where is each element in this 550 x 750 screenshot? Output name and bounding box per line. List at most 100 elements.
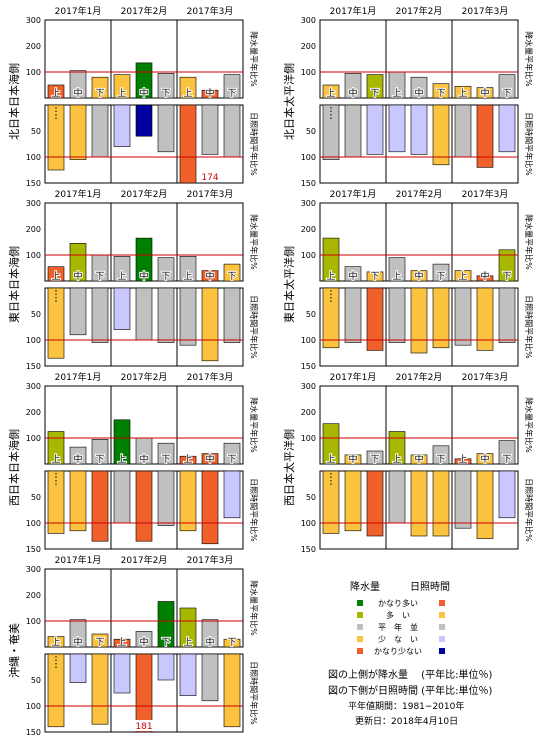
sun-bar <box>432 470 450 537</box>
sun-bar <box>91 287 109 343</box>
precip-bar <box>344 454 362 465</box>
period-label: 中 <box>73 87 82 99</box>
precip-tick-label: 200 <box>26 225 41 234</box>
sun-bar <box>69 653 87 683</box>
sun-bar <box>432 104 450 166</box>
precip-bar <box>322 237 340 282</box>
sun-bar <box>498 104 516 153</box>
period-label: 中 <box>348 453 357 465</box>
precip-bar <box>201 270 219 282</box>
sun-bar <box>113 653 131 694</box>
month-label: 2017年1月 <box>330 188 377 200</box>
precip-tick-label: 300 <box>26 16 41 25</box>
sun-bar <box>476 104 494 168</box>
period-label: 中 <box>139 87 148 99</box>
sun-tick-label: 50 <box>31 310 41 319</box>
month-label: 2017年3月 <box>462 188 509 200</box>
note-line-2: 図の下側が日照時間 (平年比:単位％) <box>328 684 492 697</box>
region-title: 北日本太平洋側 <box>282 63 296 140</box>
precip-tick-label: 100 <box>301 68 316 77</box>
legend-sun-swatch <box>439 624 445 630</box>
legend-precip-header: 降水量 <box>350 580 380 593</box>
precip-bar <box>179 607 197 648</box>
legend-precip-swatch <box>357 648 363 654</box>
month-label: 2017年3月 <box>187 554 234 566</box>
sun-bar <box>432 287 450 349</box>
panel-7: 2017年1月 2017年2月 2017年3月 100 200 300 50 100 150 上 中… <box>7 554 259 737</box>
sun-bar <box>498 470 516 519</box>
legend-precip-swatch <box>357 624 363 630</box>
sun-bar <box>179 287 197 346</box>
period-label: 上 <box>392 271 401 282</box>
sun-bar <box>344 104 362 158</box>
sun-bar <box>344 470 362 532</box>
period-label: 上 <box>183 271 192 282</box>
panel-5: 2017年1月 2017年2月 2017年3月 100 200 300 50 100 150 上 中… <box>7 371 259 554</box>
period-label: 上 <box>51 454 60 465</box>
region-title: 北日本日本海側 <box>7 63 21 140</box>
period-label: 中 <box>139 453 148 465</box>
sun-tick-label: 150 <box>26 362 41 371</box>
legend-row-label: かなり少ない <box>374 647 422 656</box>
legend-sun-swatch <box>439 648 445 654</box>
period-label: 中 <box>205 87 214 99</box>
month-label: 2017年3月 <box>187 5 234 17</box>
sun-bar <box>388 470 406 524</box>
precip-tick-label: 100 <box>26 617 41 626</box>
period-label: 下 <box>161 455 170 465</box>
region-title: 沖縄・奄美 <box>7 623 21 678</box>
panel-2: 2017年1月 2017年2月 2017年3月 100 200 300 50 100 150 上 中… <box>282 5 534 188</box>
sun-bar <box>388 104 406 153</box>
sun-axis-label: 日照時間平年比% <box>249 661 259 725</box>
precip-bar <box>69 70 87 99</box>
sun-axis-label: 日照時間平年比% <box>524 478 534 542</box>
precip-tick-label: 300 <box>301 16 316 25</box>
sun-bar <box>223 287 241 343</box>
precip-bar <box>91 438 109 465</box>
sun-tick-label: 50 <box>306 127 316 136</box>
sun-tick-label: 50 <box>31 493 41 502</box>
month-label: 2017年2月 <box>121 371 168 383</box>
precip-tick-label: 200 <box>301 225 316 234</box>
precip-bar <box>113 638 131 648</box>
note-line-1: 図の上側が降水量 (平年比:単位％) <box>328 668 492 681</box>
precip-bar <box>432 83 450 99</box>
period-label: 下 <box>436 455 445 465</box>
period-label: 中 <box>414 453 423 465</box>
precip-tick-label: 200 <box>301 42 316 51</box>
sun-bar <box>157 104 175 153</box>
sun-bar <box>69 287 87 336</box>
sun-bar <box>344 287 362 343</box>
period-label: 上 <box>458 88 467 99</box>
sun-bar <box>47 287 65 359</box>
legend-sun-swatch <box>439 600 445 606</box>
sun-tick-label: 100 <box>26 702 41 711</box>
precip-tick-label: 300 <box>301 382 316 391</box>
chart-panels: 2017年1月 2017年2月 2017年3月10020030050100150上中… <box>7 5 534 737</box>
month-label: 2017年2月 <box>396 371 443 383</box>
precip-tick-label: 100 <box>26 251 41 260</box>
precip-bar <box>113 255 131 282</box>
precip-bar <box>179 455 197 465</box>
period-label: 中 <box>348 87 357 99</box>
overflow-label-bg <box>198 171 222 182</box>
sun-bar <box>91 104 109 158</box>
precip-axis-label: 降水量平年比% <box>249 214 259 270</box>
month-label: 2017年3月 <box>187 188 234 200</box>
sun-bar <box>454 287 472 346</box>
sun-bar <box>157 287 175 343</box>
sun-axis-label: 日照時間平年比% <box>524 112 534 176</box>
month-label: 2017年1月 <box>55 554 102 566</box>
region-title: 東日本日本海側 <box>7 246 21 323</box>
precip-bar <box>498 440 516 465</box>
sun-tick-label: 50 <box>31 676 41 685</box>
precip-bar <box>498 74 516 99</box>
precip-axis-label: 降水量平年比% <box>524 214 534 270</box>
precip-tick-label: 300 <box>26 565 41 574</box>
precip-bar <box>91 76 109 99</box>
sun-bar <box>135 104 153 137</box>
month-label: 2017年3月 <box>462 371 509 383</box>
period-label: 上 <box>392 454 401 465</box>
period-label: 中 <box>414 270 423 282</box>
